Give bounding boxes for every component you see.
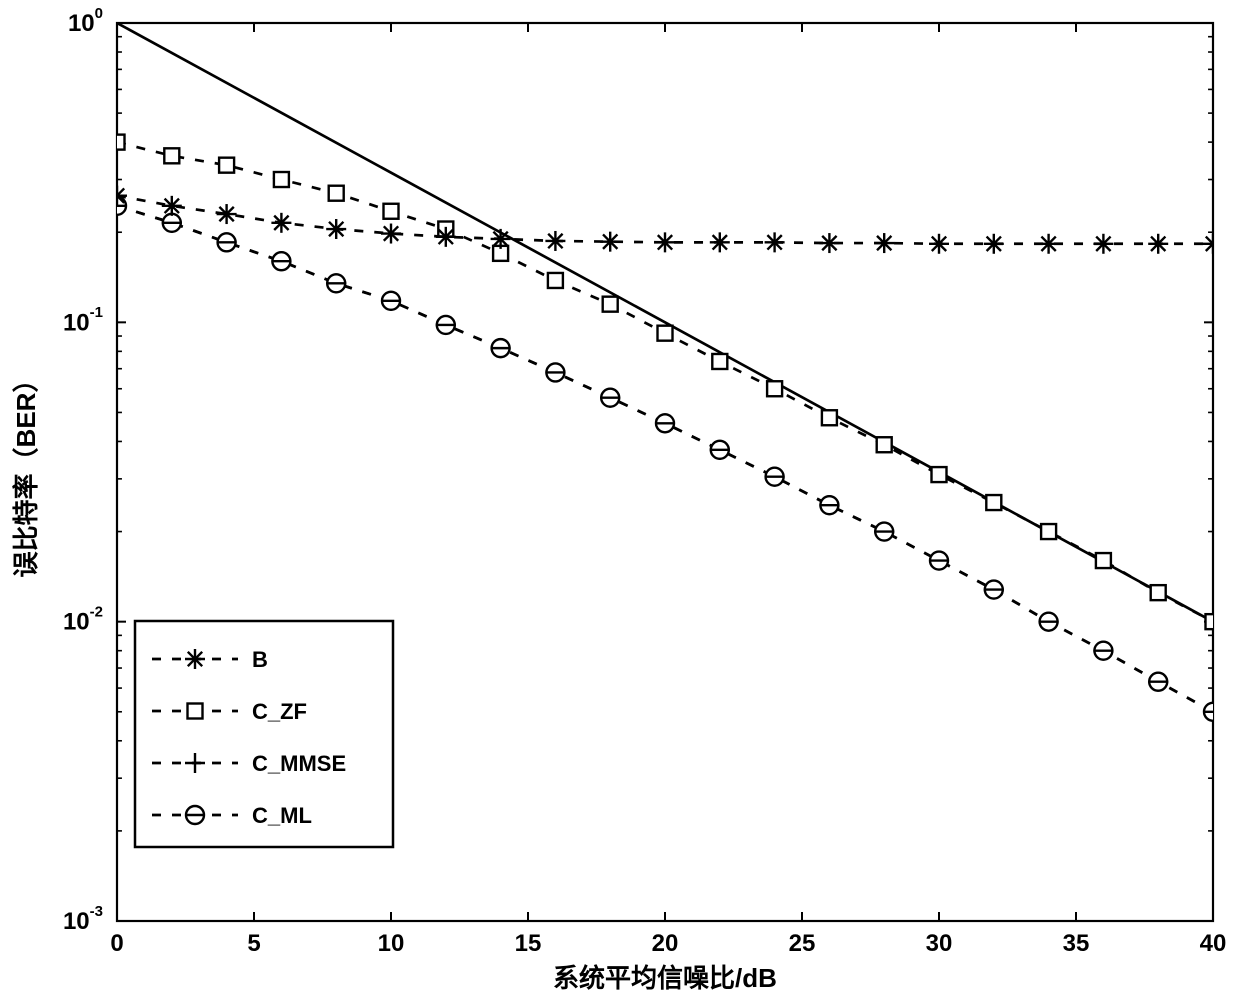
ber-vs-snr-chart: 051015202530354010-310-210-1100系统平均信噪比/d… (0, 0, 1240, 996)
svg-text:0: 0 (110, 930, 123, 957)
svg-text:误比特率（BER）: 误比特率（BER） (11, 367, 41, 578)
svg-text:10: 10 (378, 930, 405, 957)
svg-text:25: 25 (789, 930, 816, 957)
chart-container: 051015202530354010-310-210-1100系统平均信噪比/d… (0, 0, 1240, 996)
svg-text:35: 35 (1063, 930, 1090, 957)
svg-text:5: 5 (247, 930, 260, 957)
svg-text:系统平均信噪比/dB: 系统平均信噪比/dB (553, 963, 777, 993)
svg-text:C_ML: C_ML (252, 803, 312, 828)
svg-text:C_MMSE: C_MMSE (252, 751, 346, 776)
svg-text:15: 15 (515, 930, 542, 957)
svg-text:20: 20 (652, 930, 679, 957)
svg-text:30: 30 (926, 930, 953, 957)
svg-text:C_ZF: C_ZF (252, 699, 307, 724)
svg-text:40: 40 (1200, 930, 1227, 957)
svg-text:B: B (252, 647, 268, 672)
